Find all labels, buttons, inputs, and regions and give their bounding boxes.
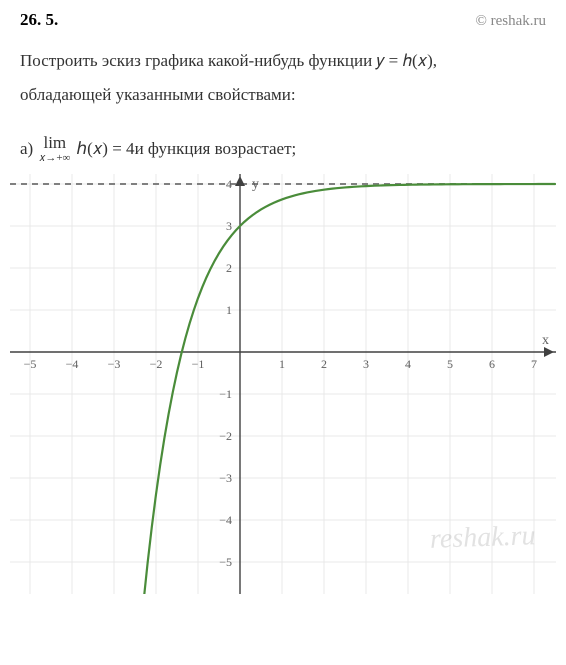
svg-text:−2: −2 — [150, 357, 163, 371]
problem-line-2: обладающей указанными свойствами: — [20, 78, 546, 112]
svg-text:6: 6 — [489, 357, 495, 371]
svg-text:1: 1 — [226, 303, 232, 317]
svg-text:1: 1 — [279, 357, 285, 371]
svg-text:−2: −2 — [219, 429, 232, 443]
chart-container: yx−5−4−3−2−112345674321−1−2−3−4−5 reshak… — [0, 174, 566, 594]
limit-expression: lim 𝑥→+∞ — [39, 134, 70, 164]
svg-text:−5: −5 — [24, 357, 37, 371]
svg-text:y: y — [252, 177, 259, 192]
svg-text:−1: −1 — [219, 387, 232, 401]
problem-number: 26. 5. — [20, 10, 58, 30]
svg-text:7: 7 — [531, 357, 537, 371]
limit-rhs: ℎ(𝑥) = 4 — [76, 139, 134, 159]
svg-text:5: 5 — [447, 357, 453, 371]
svg-text:4: 4 — [226, 177, 232, 191]
svg-text:−3: −3 — [108, 357, 121, 371]
svg-text:−4: −4 — [66, 357, 79, 371]
svg-text:3: 3 — [363, 357, 369, 371]
limit-word: lim — [43, 134, 66, 151]
copyright-text: © reshak.ru — [475, 13, 546, 30]
svg-text:x: x — [542, 333, 549, 348]
limit-subscript: 𝑥→+∞ — [39, 153, 70, 164]
svg-text:−3: −3 — [219, 471, 232, 485]
svg-text:2: 2 — [321, 357, 327, 371]
svg-text:2: 2 — [226, 261, 232, 275]
svg-text:−5: −5 — [219, 555, 232, 569]
subproblem-suffix: и функция возрастает; — [135, 139, 297, 159]
svg-text:−1: −1 — [192, 357, 205, 371]
function-chart: y x −5 −4 −3 −2 −1 1 2 3 4 5 6 7 4 3 2 1 −1 −2 −3 −4 −5 — [10, 174, 556, 594]
svg-text:3: 3 — [226, 219, 232, 233]
problem-line-1: Построить эскиз графика какой-нибудь фун… — [20, 44, 546, 78]
subproblem-a: а) lim 𝑥→+∞ ℎ(𝑥) = 4 и функция возрастае… — [0, 112, 566, 174]
subproblem-label: а) — [20, 139, 33, 159]
problem-statement: Построить эскиз графика какой-нибудь фун… — [0, 30, 566, 112]
svg-text:4: 4 — [405, 357, 411, 371]
svg-text:−4: −4 — [219, 513, 232, 527]
